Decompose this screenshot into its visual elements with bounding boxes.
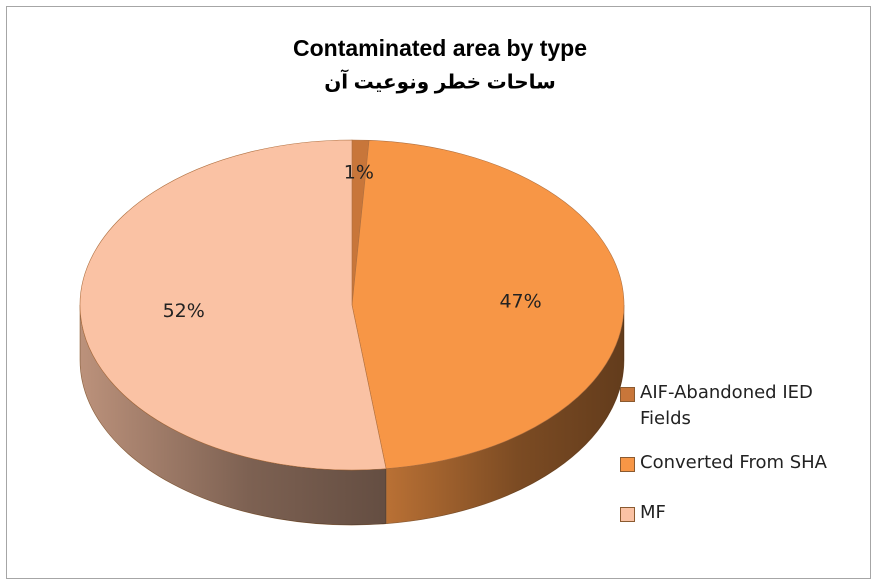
pie-side-shade [386,305,624,524]
chart-title: Contaminated area by type [293,35,587,61]
chart-subtitle: ساحات خطر ونوعیت آن [324,68,556,93]
legend-label: MF [640,502,666,523]
legend-swatch [620,457,635,472]
data-label: 47% [499,290,541,312]
pie-slice [351,140,625,470]
data-label: 52% [163,300,205,322]
legend-label: Converted From SHA [640,452,827,473]
legend-swatch [620,387,635,402]
pie-slice [79,139,387,471]
data-label: 1% [344,162,374,184]
legend-label: AIF-Abandoned IED Fields [640,382,813,429]
legend-swatch [620,507,635,522]
pie-side-shade [80,305,387,525]
